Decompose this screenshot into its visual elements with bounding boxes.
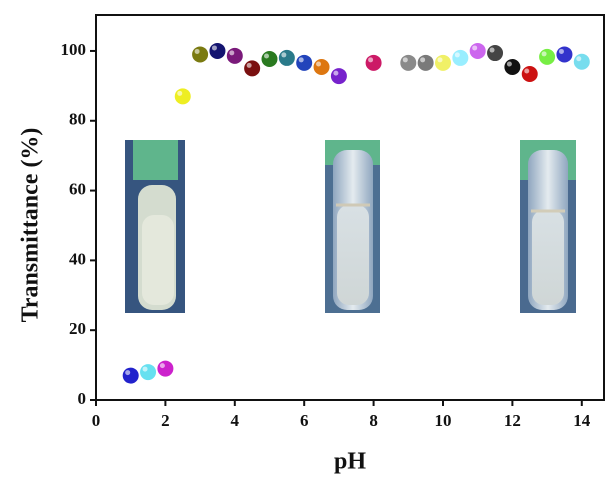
point [539, 48, 556, 65]
y-tick-label: 60 [69, 179, 86, 198]
y-axis-label: Transmittance (%) [18, 128, 44, 323]
photo-acidic [125, 140, 185, 313]
point [157, 360, 174, 377]
point [122, 367, 139, 384]
point [504, 59, 521, 76]
point [313, 59, 330, 76]
point [556, 46, 573, 63]
point [330, 68, 347, 85]
photo-neutral [325, 140, 380, 313]
x-tick-label: 4 [231, 411, 240, 430]
point [365, 54, 382, 71]
point [244, 60, 261, 77]
point [174, 88, 191, 105]
point [521, 65, 538, 82]
y-tick-label: 0 [78, 389, 87, 408]
point [417, 54, 434, 71]
point-highlight [420, 57, 426, 63]
point-highlight [333, 70, 339, 76]
x-tick-label: 0 [92, 411, 101, 430]
point [400, 54, 417, 71]
x-tick-label: 8 [369, 411, 378, 430]
point-highlight [437, 57, 443, 63]
point [209, 42, 226, 59]
point-highlight [211, 45, 217, 51]
point-highlight [142, 366, 148, 372]
point-highlight [159, 363, 165, 369]
y-tick-label: 40 [69, 249, 86, 268]
point [434, 54, 451, 71]
point-highlight [229, 50, 235, 56]
x-tick-label: 14 [573, 411, 591, 430]
point [140, 364, 157, 381]
point [192, 46, 209, 63]
point-highlight [506, 61, 512, 67]
point [226, 47, 243, 64]
point-highlight [489, 47, 495, 53]
point [261, 50, 278, 67]
point-highlight [454, 52, 460, 58]
point [452, 49, 469, 66]
plot-frame [95, 14, 605, 401]
y-tick-label: 80 [69, 110, 86, 129]
point [469, 42, 486, 59]
point-highlight [177, 90, 183, 96]
point [278, 49, 295, 66]
point-highlight [246, 62, 252, 68]
x-tick-label: 6 [300, 411, 309, 430]
point-highlight [194, 48, 200, 54]
point-highlight [402, 57, 408, 63]
x-tick-label: 2 [161, 411, 170, 430]
point-highlight [558, 48, 564, 54]
point-highlight [524, 68, 530, 74]
point [487, 45, 504, 62]
point-highlight [298, 57, 304, 63]
point-highlight [472, 45, 478, 51]
x-axis-label: pH [334, 449, 366, 475]
point-highlight [263, 53, 269, 59]
x-tick-label: 10 [434, 411, 451, 430]
point [573, 53, 590, 70]
point-highlight [281, 52, 287, 58]
point-highlight [316, 61, 322, 67]
point-highlight [125, 370, 131, 376]
point-highlight [368, 57, 374, 63]
y-tick-label: 20 [69, 319, 86, 338]
x-tick-label: 12 [504, 411, 521, 430]
point [296, 54, 313, 71]
y-tick-label: 100 [61, 40, 87, 59]
point-highlight [541, 51, 547, 57]
point-highlight [576, 56, 582, 62]
photo-basic [520, 140, 576, 313]
